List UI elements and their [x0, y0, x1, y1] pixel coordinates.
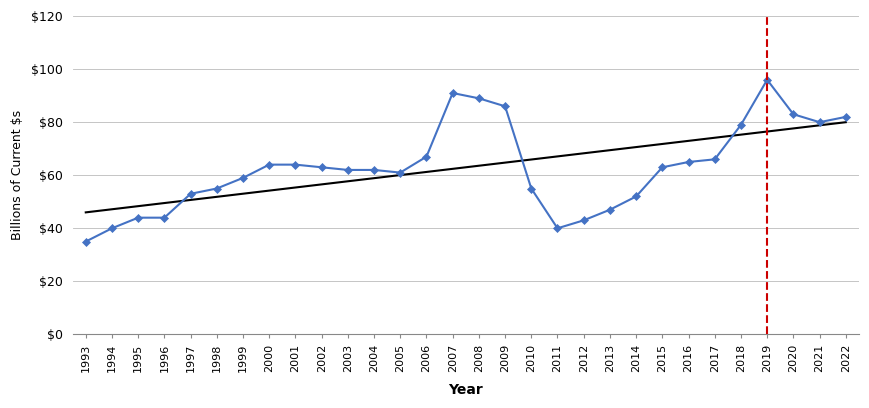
Y-axis label: Billions of Current $s: Billions of Current $s [11, 110, 24, 240]
X-axis label: Year: Year [448, 383, 482, 397]
